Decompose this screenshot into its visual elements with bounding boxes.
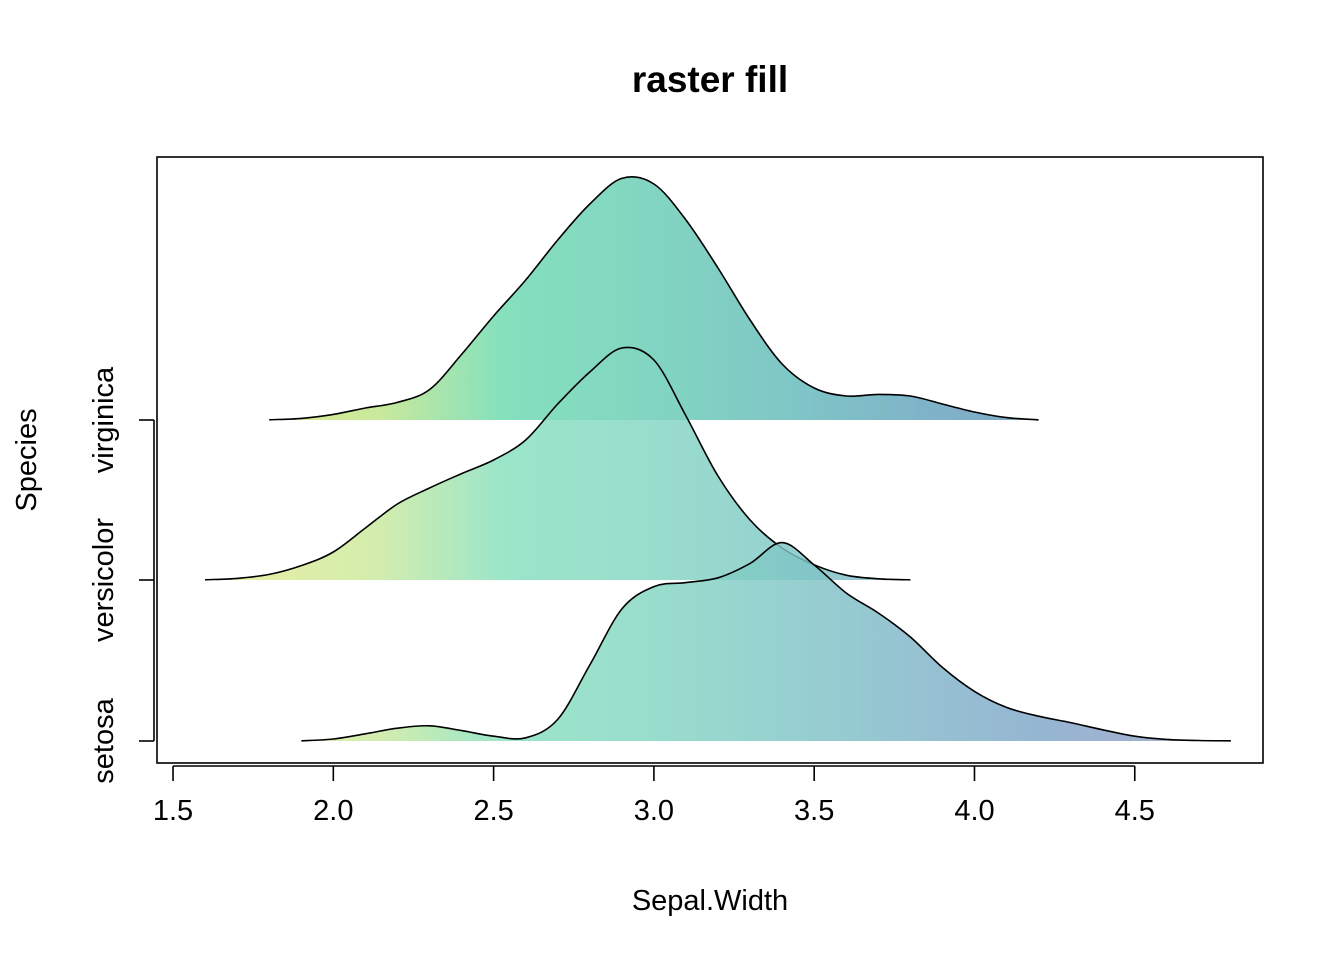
x-tick-label: 4.5	[1115, 795, 1155, 827]
x-tick-label: 3.0	[634, 795, 674, 827]
ridge-outline-setosa	[301, 541, 1231, 742]
x-axis-label: Sepal.Width	[632, 885, 788, 917]
ridge-fill-virginica	[269, 176, 1039, 420]
ridge-virginica	[269, 176, 1039, 421]
y-axis-label: Species	[11, 408, 43, 511]
chart-title: raster fill	[632, 59, 788, 100]
ridge-setosa	[301, 541, 1231, 742]
plot-frame	[156, 156, 1264, 764]
x-tick-label: 2.0	[313, 795, 353, 827]
y-axis: setosa versicolor virginica	[88, 366, 155, 784]
x-tick-label: 1.5	[153, 795, 193, 827]
ridges	[205, 176, 1231, 742]
y-tick-label-virginica: virginica	[88, 366, 120, 473]
x-tick-label: 3.5	[794, 795, 834, 827]
ridge-fill-setosa	[301, 542, 1231, 741]
ridge-fill-versicolor	[205, 347, 911, 580]
ridge-outline-virginica	[269, 176, 1039, 421]
y-tick-label-versicolor: versicolor	[88, 518, 120, 642]
y-tick-label-setosa: setosa	[88, 697, 120, 783]
x-tick-label: 2.5	[473, 795, 513, 827]
x-tick-label: 4.0	[954, 795, 994, 827]
x-axis: 1.5 2.0 2.5 3.0 3.5 4.0 4.5	[153, 765, 1155, 827]
